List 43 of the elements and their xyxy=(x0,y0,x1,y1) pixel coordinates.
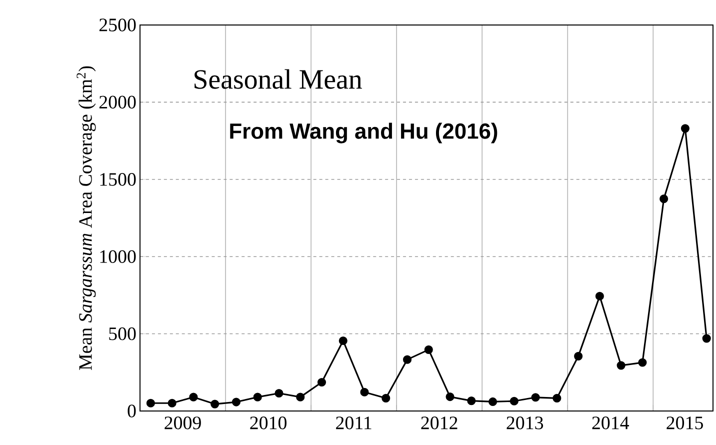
point xyxy=(146,398,155,408)
point xyxy=(232,398,241,406)
point xyxy=(189,392,198,402)
point xyxy=(446,392,454,402)
point xyxy=(574,352,583,360)
point xyxy=(467,396,476,406)
y-axis-title: Mean Sargarssum Area Coverage (km$^{2}$) xyxy=(76,66,96,370)
point xyxy=(168,398,176,408)
point xyxy=(510,396,518,406)
point xyxy=(531,393,540,402)
y-tick-label: 1000 xyxy=(100,250,136,263)
point xyxy=(360,388,369,396)
point xyxy=(488,397,498,406)
point xyxy=(210,400,220,408)
y-tick-label: 2500 xyxy=(99,18,136,32)
point xyxy=(274,388,284,398)
point xyxy=(424,345,433,354)
x-tick-label: 2010 xyxy=(250,416,286,430)
point xyxy=(552,394,562,402)
point xyxy=(638,358,647,367)
x-tick-label: 2012 xyxy=(421,416,458,430)
x-tick-label: 2015 xyxy=(666,416,703,430)
point xyxy=(253,392,262,402)
point xyxy=(296,392,305,402)
y-tick-label: 1500 xyxy=(100,173,136,186)
y-tick-label: 2000 xyxy=(99,96,136,109)
y-tick-label: 0 xyxy=(128,404,136,418)
x-tick-label: 2009 xyxy=(164,416,201,430)
point xyxy=(616,361,626,370)
point xyxy=(702,334,711,343)
x-tick-label: 2013 xyxy=(506,416,544,430)
annotation: From Wang and Hu (2016) xyxy=(230,122,498,144)
y-tick-label: 500 xyxy=(109,327,136,340)
point xyxy=(595,292,604,300)
point xyxy=(338,336,348,346)
point xyxy=(660,194,668,204)
point xyxy=(680,124,690,133)
x-tick-label: 2014 xyxy=(592,416,630,430)
x-tick-label: 2011 xyxy=(336,416,372,430)
point xyxy=(402,355,412,364)
text: Seasonal Mean xyxy=(194,69,362,89)
point xyxy=(382,394,390,402)
point xyxy=(317,378,326,387)
